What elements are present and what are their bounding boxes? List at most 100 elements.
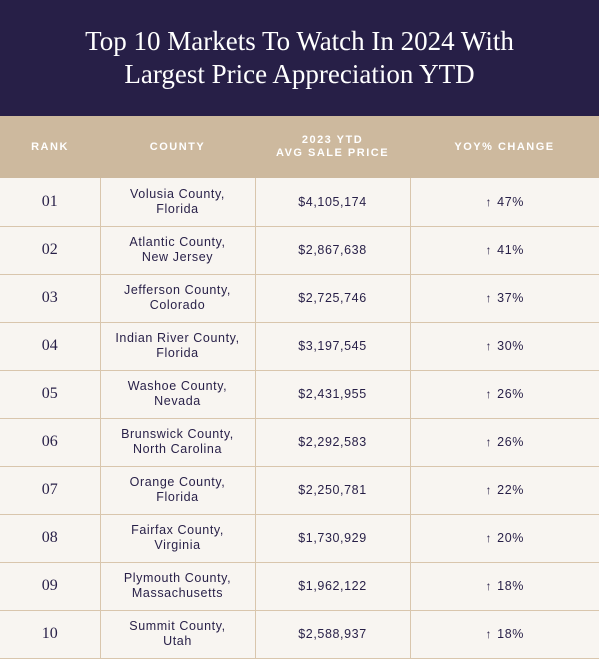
price-cell: $2,292,583 <box>255 418 411 467</box>
change-value: 18% <box>497 579 524 593</box>
county-cell: Washoe County, Nevada <box>100 370 256 419</box>
county-state: Virginia <box>154 538 201 552</box>
table-row: 03 Jefferson County, Colorado $2,725,746 ↑ 37… <box>0 274 599 323</box>
county-name: Jefferson County, <box>123 283 231 297</box>
county-cell: Jefferson County, Colorado <box>100 274 256 323</box>
county-name: Summit County, <box>129 619 226 633</box>
county-cell: Summit County, Utah <box>100 610 256 659</box>
rank-cell: 03 <box>0 274 101 323</box>
county-state: Florida <box>156 201 199 216</box>
county-name: Volusia County, <box>130 186 225 201</box>
table-row: 02 Atlantic County, New Jersey $2,867,638 ↑ 4… <box>0 226 599 275</box>
change-value: 26% <box>497 387 524 401</box>
column-header-price-line-2: AVG SALE PRICE <box>275 147 390 159</box>
rank-cell: 08 <box>0 514 101 563</box>
arrow-up-icon: ↑ <box>485 579 493 593</box>
county-cell: Fairfax County, Virginia <box>100 514 256 563</box>
table-row: 07 Orange County, Florida $2,250,781 ↑ 22% <box>0 466 599 515</box>
change-cell: ↑ 30% <box>410 322 599 371</box>
county-state: Massachusetts <box>131 586 224 600</box>
arrow-up-icon: ↑ <box>485 483 493 497</box>
change-value: 18% <box>497 627 524 641</box>
table-row: 05 Washoe County, Nevada $2,431,955 ↑ 26% <box>0 370 599 419</box>
change-cell: ↑ 18% <box>410 610 599 659</box>
rank-cell: 02 <box>0 226 101 275</box>
arrow-up-icon: ↑ <box>485 627 493 641</box>
page-title-line-2: Largest Price Appreciation YTD <box>124 59 475 89</box>
county-cell: Volusia County, Florida <box>100 178 256 227</box>
table-row: 06 Brunswick County, North Carolina $2,292,… <box>0 418 599 467</box>
county-state: Florida <box>156 346 199 360</box>
table-row: 09 Plymouth County, Massachusetts $1,962,12… <box>0 562 599 611</box>
rank-cell: 01 <box>0 178 101 227</box>
arrow-up-icon: ↑ <box>485 243 493 257</box>
page-header: Top 10 Markets To Watch In 2024 With Lar… <box>0 0 599 116</box>
change-value: 22% <box>497 483 524 497</box>
page-title-line-1: Top 10 Markets To Watch In 2024 With <box>85 26 514 56</box>
column-header-price: 2023 YTD AVG SALE PRICE <box>255 116 410 178</box>
change-value: 30% <box>497 339 524 353</box>
change-cell: ↑ 47% <box>410 178 599 227</box>
county-state: North Carolina <box>133 442 222 456</box>
price-cell: $1,962,122 <box>255 562 411 611</box>
table-body: 01 Volusia County, Florida $4,105,174 ↑ 47% 02… <box>0 178 599 659</box>
table-row: 04 Indian River County, Florida $3,197,545 ↑… <box>0 322 599 371</box>
county-name: Plymouth County, <box>123 571 232 585</box>
change-cell: ↑ 18% <box>410 562 599 611</box>
change-cell: ↑ 26% <box>410 418 599 467</box>
price-cell: $2,725,746 <box>255 274 411 323</box>
price-cell: $1,730,929 <box>255 514 411 563</box>
county-name: Orange County, <box>129 475 226 489</box>
column-header-change: YOY% CHANGE <box>454 140 555 153</box>
table-row: 01 Volusia County, Florida $4,105,174 ↑ 47% <box>0 178 599 227</box>
change-cell: ↑ 22% <box>410 466 599 515</box>
price-cell: $4,105,174 <box>255 178 411 227</box>
table-row: 08 Fairfax County, Virginia $1,730,929 ↑ 20% <box>0 514 599 563</box>
county-cell: Orange County, Florida <box>100 466 256 515</box>
change-cell: ↑ 26% <box>410 370 599 419</box>
arrow-up-icon: ↑ <box>485 387 493 401</box>
change-value: 26% <box>497 435 524 449</box>
county-cell: Indian River County, Florida <box>100 322 256 371</box>
county-name: Indian River County, <box>115 331 240 345</box>
rank-cell: 04 <box>0 322 101 371</box>
county-cell: Plymouth County, Massachusetts <box>100 562 256 611</box>
column-header-price-line-1: 2023 YTD <box>301 134 364 146</box>
county-state: Nevada <box>154 394 201 408</box>
county-state: Florida <box>156 490 199 504</box>
change-value: 20% <box>497 531 524 545</box>
column-header-county: COUNTY <box>149 140 206 153</box>
rank-cell: 07 <box>0 466 101 515</box>
rank-cell: 06 <box>0 418 101 467</box>
table-header-row: RANK COUNTY 2023 YTD AVG SALE PRICE YOY%… <box>0 116 599 178</box>
change-cell: ↑ 41% <box>410 226 599 275</box>
arrow-up-icon: ↑ <box>485 339 493 353</box>
county-cell: Atlantic County, New Jersey <box>100 226 256 275</box>
price-cell: $2,250,781 <box>255 466 411 515</box>
change-value: 37% <box>497 291 524 305</box>
rank-cell: 05 <box>0 370 101 419</box>
change-value: 41% <box>497 243 524 257</box>
rank-cell: 10 <box>0 610 101 659</box>
arrow-up-icon: ↑ <box>485 194 493 209</box>
county-state: Colorado <box>149 298 206 312</box>
price-cell: $3,197,545 <box>255 322 411 371</box>
county-state: New Jersey <box>141 250 214 264</box>
county-name: Washoe County, <box>127 379 228 393</box>
table-row: 10 Summit County, Utah $2,588,937 ↑ 18% <box>0 610 599 659</box>
price-cell: $2,588,937 <box>255 610 411 659</box>
county-state: Utah <box>163 634 192 648</box>
county-name: Fairfax County, <box>131 523 224 537</box>
arrow-up-icon: ↑ <box>485 435 493 449</box>
rank-cell: 09 <box>0 562 101 611</box>
change-value: 47% <box>497 194 524 209</box>
county-name: Brunswick County, <box>121 427 234 441</box>
arrow-up-icon: ↑ <box>485 291 493 305</box>
county-name: Atlantic County, <box>129 235 226 249</box>
change-cell: ↑ 37% <box>410 274 599 323</box>
markets-table: RANK COUNTY 2023 YTD AVG SALE PRICE YOY%… <box>0 116 599 659</box>
column-header-rank: RANK <box>31 140 69 153</box>
price-cell: $2,867,638 <box>255 226 411 275</box>
change-cell: ↑ 20% <box>410 514 599 563</box>
county-cell: Brunswick County, North Carolina <box>100 418 256 467</box>
